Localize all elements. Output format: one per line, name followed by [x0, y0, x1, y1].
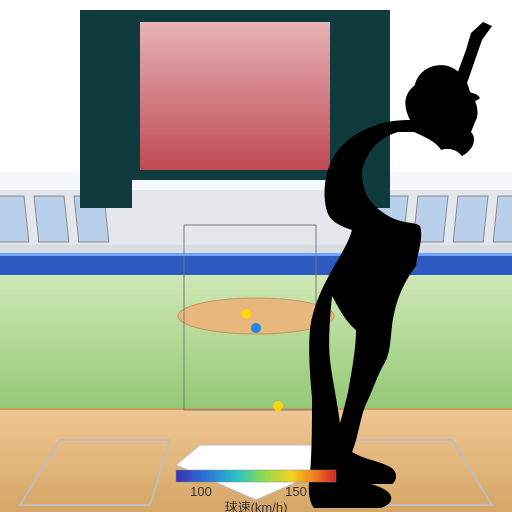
pitch-marker — [251, 323, 261, 333]
colorbar-label: 球速(km/h) — [225, 500, 288, 512]
chart-svg: 100 150球速(km/h) — [0, 0, 512, 512]
colorbar-tick: 100 — [190, 484, 212, 499]
colorbar-tick: 150 — [285, 484, 307, 499]
colorbar-gradient — [176, 470, 336, 482]
pitch-marker — [241, 309, 251, 319]
stadium-background — [0, 172, 512, 512]
pitch-marker — [273, 401, 283, 411]
pitch-location-chart: 100 150球速(km/h) — [0, 0, 512, 512]
